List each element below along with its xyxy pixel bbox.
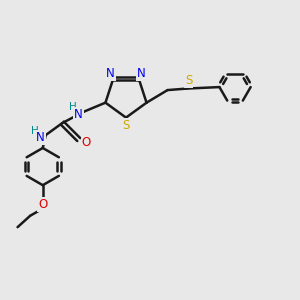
Text: S: S bbox=[185, 74, 192, 87]
Text: N: N bbox=[137, 67, 146, 80]
Text: N: N bbox=[106, 67, 115, 80]
Text: N: N bbox=[74, 108, 83, 121]
Text: O: O bbox=[82, 136, 91, 149]
Text: N: N bbox=[36, 131, 45, 144]
Text: H: H bbox=[70, 102, 77, 112]
Text: S: S bbox=[122, 118, 130, 132]
Text: H: H bbox=[32, 126, 39, 136]
Text: O: O bbox=[38, 198, 47, 211]
